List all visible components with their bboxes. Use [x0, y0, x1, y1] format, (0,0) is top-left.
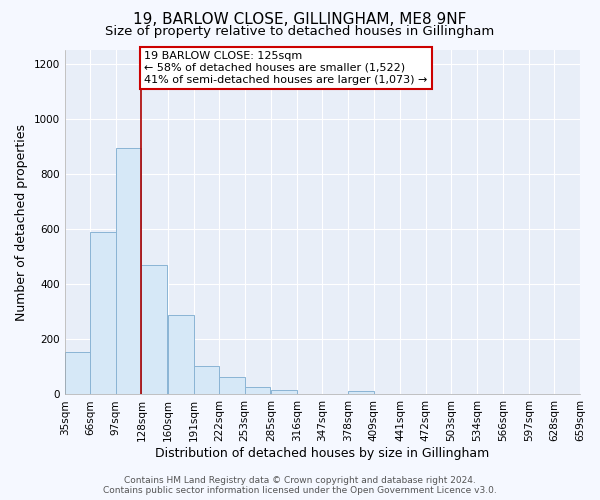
Bar: [168, 314, 193, 394]
X-axis label: Distribution of detached houses by size in Gillingham: Distribution of detached houses by size …: [155, 447, 490, 460]
Text: 19 BARLOW CLOSE: 125sqm
← 58% of detached houses are smaller (1,522)
41% of semi: 19 BARLOW CLOSE: 125sqm ← 58% of detache…: [144, 52, 427, 84]
Text: Size of property relative to detached houses in Gillingham: Size of property relative to detached ho…: [106, 25, 494, 38]
Bar: [142, 265, 167, 394]
Text: Contains HM Land Registry data © Crown copyright and database right 2024.
Contai: Contains HM Land Registry data © Crown c…: [103, 476, 497, 495]
Bar: [65, 352, 90, 395]
Bar: [90, 232, 116, 394]
Bar: [271, 390, 297, 394]
Text: 19, BARLOW CLOSE, GILLINGHAM, ME8 9NF: 19, BARLOW CLOSE, GILLINGHAM, ME8 9NF: [133, 12, 467, 28]
Bar: [245, 386, 271, 394]
Bar: [116, 148, 142, 394]
Bar: [193, 366, 219, 394]
Bar: [348, 391, 374, 394]
Y-axis label: Number of detached properties: Number of detached properties: [15, 124, 28, 320]
Bar: [219, 376, 245, 394]
